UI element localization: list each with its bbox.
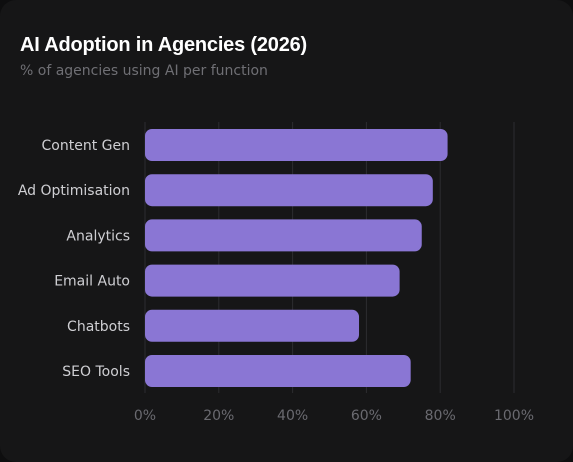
category-label: Ad Optimisation	[18, 183, 130, 199]
x-tick-label: 100%	[494, 408, 534, 424]
x-tick-label: 80%	[425, 408, 456, 424]
bar	[145, 129, 448, 161]
x-tick-label: 20%	[203, 408, 234, 424]
bar	[145, 355, 411, 387]
bar	[145, 264, 400, 297]
x-tick-label: 60%	[351, 408, 382, 424]
category-label: Chatbots	[67, 319, 130, 335]
x-tick-label: 40%	[277, 408, 308, 424]
bar	[145, 309, 360, 342]
category-label: Analytics	[66, 228, 130, 244]
bar	[145, 219, 422, 252]
chart-title: AI Adoption in Agencies (2026)	[20, 34, 307, 56]
category-label: Content Gen	[42, 138, 130, 154]
bar	[145, 174, 433, 207]
category-label: Email Auto	[54, 274, 130, 290]
category-labels: Content Gen Ad Optimisation Analytics Email…	[18, 138, 130, 380]
chart-subtitle: % of agencies using AI per function	[20, 63, 268, 79]
grid-lines	[144, 122, 515, 393]
x-tick-label: 0%	[134, 408, 156, 424]
category-label: SEO Tools	[62, 364, 130, 380]
x-axis-tick-labels: 0% 20% 40% 60% 80% 100%	[134, 408, 534, 424]
bars	[145, 129, 448, 387]
